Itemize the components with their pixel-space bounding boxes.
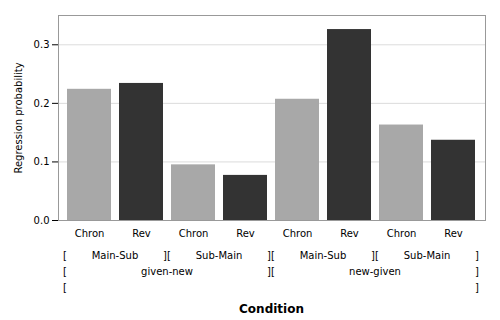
svg-text:Chron: Chron (387, 228, 417, 239)
svg-text:[: [ (63, 266, 67, 277)
svg-text:Sub-Main: Sub-Main (404, 250, 451, 261)
svg-text:Rev: Rev (236, 228, 255, 239)
svg-text:][: ][ (267, 266, 275, 277)
svg-text:Rev: Rev (132, 228, 151, 239)
svg-text:0.1: 0.1 (34, 156, 50, 167)
svg-text:Rev: Rev (444, 228, 463, 239)
svg-text:Regression probability: Regression probability (13, 62, 24, 173)
svg-text:][: ][ (163, 250, 171, 261)
svg-text:[: [ (63, 250, 67, 261)
svg-text:][: ][ (267, 250, 275, 261)
svg-text:Chron: Chron (179, 228, 209, 239)
svg-text:new-given: new-given (349, 266, 401, 277)
svg-text:Condition: Condition (239, 302, 304, 316)
svg-text:0.0: 0.0 (34, 215, 50, 226)
svg-text:Chron: Chron (75, 228, 105, 239)
svg-text:[: [ (63, 282, 67, 293)
svg-text:given-new: given-new (141, 266, 193, 277)
svg-text:Rev: Rev (340, 228, 359, 239)
svg-text:0.2: 0.2 (34, 98, 50, 109)
svg-text:Main-Sub: Main-Sub (92, 250, 139, 261)
svg-text:][: ][ (371, 250, 379, 261)
svg-text:0.3: 0.3 (34, 39, 50, 50)
svg-text:]: ] (475, 266, 479, 277)
svg-text:Main-Sub: Main-Sub (300, 250, 347, 261)
svg-text:]: ] (475, 282, 479, 293)
svg-text:Chron: Chron (283, 228, 313, 239)
svg-text:]: ] (475, 250, 479, 261)
svg-text:Sub-Main: Sub-Main (196, 250, 243, 261)
